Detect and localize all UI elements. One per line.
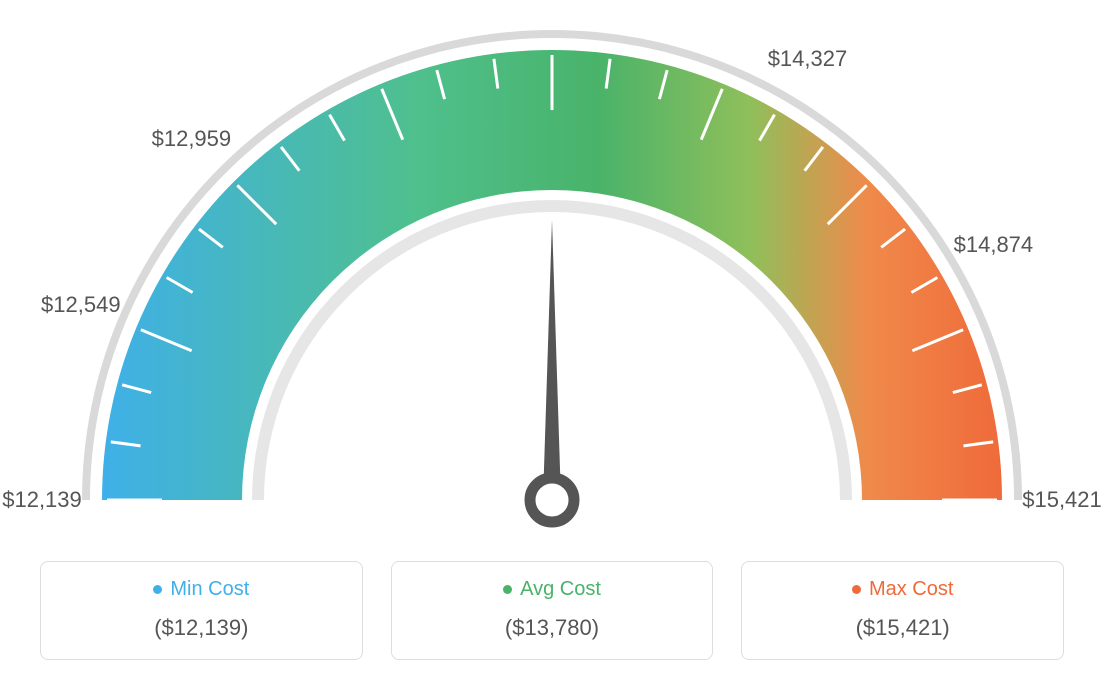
min-cost-title-row: Min Cost <box>153 578 249 601</box>
gauge-tick-label: $12,549 <box>41 292 121 318</box>
min-cost-title: Min Cost <box>170 578 249 601</box>
gauge-tick-label: $12,959 <box>152 126 232 152</box>
avg-cost-title-row: Avg Cost <box>503 578 601 601</box>
avg-cost-value: ($13,780) <box>402 615 703 641</box>
gauge-tick-label: $12,139 <box>2 487 82 513</box>
min-cost-value: ($12,139) <box>51 615 352 641</box>
gauge-chart: $12,139 $12,549 $12,959 $13,780 $14,327 $14,8… <box>0 0 1104 540</box>
chart-container: $12,139 $12,549 $12,959 $13,780 $14,327 $14,8… <box>0 0 1104 690</box>
max-cost-title: Max Cost <box>869 578 953 601</box>
gauge-tick-label: $14,874 <box>954 232 1034 258</box>
min-cost-card: Min Cost ($12,139) <box>40 561 363 660</box>
max-cost-title-row: Max Cost <box>852 578 953 601</box>
gauge-tick-label: $15,421 <box>1022 487 1102 513</box>
summary-cards: Min Cost ($12,139) Avg Cost ($13,780) Ma… <box>40 561 1064 660</box>
avg-cost-card: Avg Cost ($13,780) <box>391 561 714 660</box>
min-cost-dot <box>153 585 162 594</box>
avg-cost-title: Avg Cost <box>520 578 601 601</box>
gauge-tick-label: $14,327 <box>768 46 848 72</box>
max-cost-card: Max Cost ($15,421) <box>741 561 1064 660</box>
max-cost-dot <box>852 585 861 594</box>
avg-cost-dot <box>503 585 512 594</box>
gauge-tick-label: $13,780 <box>512 0 592 3</box>
max-cost-value: ($15,421) <box>752 615 1053 641</box>
